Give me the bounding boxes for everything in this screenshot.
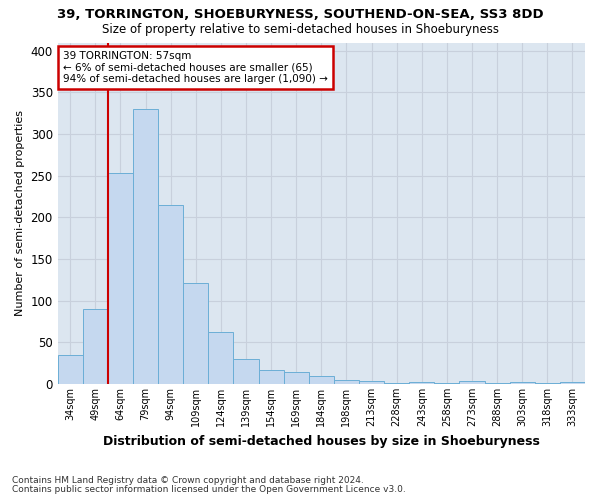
Bar — [409, 382, 434, 384]
Bar — [233, 359, 259, 384]
Text: 39 TORRINGTON: 57sqm
← 6% of semi-detached houses are smaller (65)
94% of semi-d: 39 TORRINGTON: 57sqm ← 6% of semi-detach… — [63, 51, 328, 84]
Text: 39, TORRINGTON, SHOEBURYNESS, SOUTHEND-ON-SEA, SS3 8DD: 39, TORRINGTON, SHOEBURYNESS, SOUTHEND-O… — [56, 8, 544, 20]
Bar — [334, 380, 359, 384]
Bar — [560, 382, 585, 384]
Text: Contains public sector information licensed under the Open Government Licence v3: Contains public sector information licen… — [12, 485, 406, 494]
Y-axis label: Number of semi-detached properties: Number of semi-detached properties — [15, 110, 25, 316]
Bar — [108, 174, 133, 384]
Bar — [485, 383, 509, 384]
Bar — [384, 383, 409, 384]
Text: Contains HM Land Registry data © Crown copyright and database right 2024.: Contains HM Land Registry data © Crown c… — [12, 476, 364, 485]
Bar — [284, 372, 309, 384]
Bar — [309, 376, 334, 384]
Bar — [83, 309, 108, 384]
Bar — [208, 332, 233, 384]
Text: Size of property relative to semi-detached houses in Shoeburyness: Size of property relative to semi-detach… — [101, 22, 499, 36]
Bar — [158, 205, 183, 384]
Bar — [434, 383, 460, 384]
Bar — [460, 380, 485, 384]
Bar — [535, 383, 560, 384]
Bar — [509, 382, 535, 384]
Bar — [359, 380, 384, 384]
Bar — [58, 355, 83, 384]
Bar — [259, 370, 284, 384]
X-axis label: Distribution of semi-detached houses by size in Shoeburyness: Distribution of semi-detached houses by … — [103, 434, 540, 448]
Bar — [133, 109, 158, 384]
Bar — [183, 283, 208, 384]
